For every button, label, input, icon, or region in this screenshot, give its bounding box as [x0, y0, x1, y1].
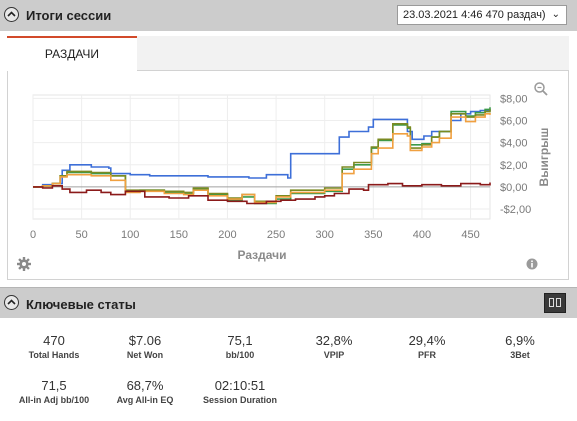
series-line: [33, 182, 491, 205]
info-icon[interactable]: [526, 258, 538, 270]
collapse-session-button[interactable]: [4, 7, 19, 22]
session-select-value: 23.03.2021 4:46 470 раздач): [403, 9, 546, 21]
key-stats-title: Ключевые статы: [26, 297, 136, 312]
stat-value: 71,5: [41, 378, 67, 393]
stat-net-won: $7.06 Net Won: [100, 333, 190, 360]
y-tick-label: -$2,00: [500, 204, 531, 216]
stat-label: All-in Adj bb/100: [18, 395, 90, 405]
stat-label: Session Duration: [202, 395, 277, 405]
chevron-up-icon: [7, 11, 16, 17]
x-tick-label: 300: [316, 229, 334, 241]
session-results-header: Итоги сессии 23.03.2021 4:46 470 раздач)…: [0, 0, 577, 31]
stat-label: Net Won: [126, 350, 164, 360]
session-select[interactable]: 23.03.2021 4:46 470 раздач) ⌄: [397, 5, 567, 25]
chart-ticks: 0 50 100 150 200 250 300 350 400 450 $8,00 $6,00 $4,…: [30, 93, 531, 241]
collapse-stats-button[interactable]: [4, 295, 19, 310]
y-axis-label: Выигрыш: [537, 128, 551, 187]
chevron-up-icon: [7, 299, 16, 305]
panes-icon: [549, 298, 554, 307]
x-tick-label: 100: [121, 229, 139, 241]
key-stats-header: Ключевые статы: [0, 287, 577, 318]
y-tick-label: $8,00: [500, 93, 528, 105]
stat-avg-allin-eq: 68,7% Avg All-in EQ: [100, 378, 190, 405]
chart-grid: [32, 95, 490, 219]
x-tick-label: 150: [170, 229, 188, 241]
stat-value: 6,9%: [505, 333, 535, 348]
x-tick-label: 250: [267, 229, 285, 241]
x-tick-label: 0: [30, 229, 36, 241]
y-tick-label: $4,00: [500, 138, 528, 150]
stat-vpip: 32,8% VPIP: [289, 333, 379, 360]
stat-value: 68,7%: [126, 378, 164, 393]
stat-value: 75,1: [227, 333, 253, 348]
stat-label: bb/100: [225, 350, 255, 360]
stat-value: 32,8%: [315, 333, 353, 348]
stat-allin-adj-bb100: 71,5 All-in Adj bb/100: [9, 378, 99, 405]
chart-series: [33, 107, 491, 205]
stat-session-duration: 02:10:51 Session Duration: [195, 378, 285, 405]
stat-label: PFR: [418, 350, 436, 360]
y-tick-label: $6,00: [500, 115, 528, 127]
stat-pfr: 29,4% PFR: [382, 333, 472, 360]
x-tick-label: 400: [413, 229, 431, 241]
panes-icon-right: [556, 298, 561, 307]
chevron-down-icon: ⌄: [551, 9, 560, 20]
magnifier-icon[interactable]: [533, 81, 549, 97]
session-results-title: Итоги сессии: [26, 8, 112, 23]
stat-total-hands: 470 Total Hands: [9, 333, 99, 360]
stat-value: 29,4%: [408, 333, 446, 348]
x-axis-label: Раздачи: [238, 248, 287, 262]
layout-toggle-button[interactable]: [544, 293, 566, 313]
stat-label: 3Bet: [510, 350, 530, 360]
y-tick-label: $0,00: [500, 182, 528, 194]
stat-label: VPIP: [323, 350, 345, 360]
x-tick-label: 450: [461, 229, 479, 241]
x-tick-label: 200: [218, 229, 236, 241]
stat-value: 02:10:51: [214, 378, 266, 393]
tab-hands[interactable]: РАЗДАЧИ: [7, 36, 137, 71]
stat-value: $7.06: [128, 333, 162, 348]
x-tick-label: 50: [75, 229, 87, 241]
series-line: [33, 113, 491, 204]
plot-area: [32, 94, 491, 220]
stat-value: 470: [43, 333, 65, 348]
stat-label: Avg All-in EQ: [116, 395, 174, 405]
y-tick-label: $2,00: [500, 160, 528, 172]
x-tick-label: 350: [364, 229, 382, 241]
gear-icon[interactable]: [16, 256, 32, 272]
stat-label: Total Hands: [28, 350, 80, 360]
stat-3bet: 6,9% 3Bet: [475, 333, 565, 360]
stat-bb100: 75,1 bb/100: [195, 333, 285, 360]
